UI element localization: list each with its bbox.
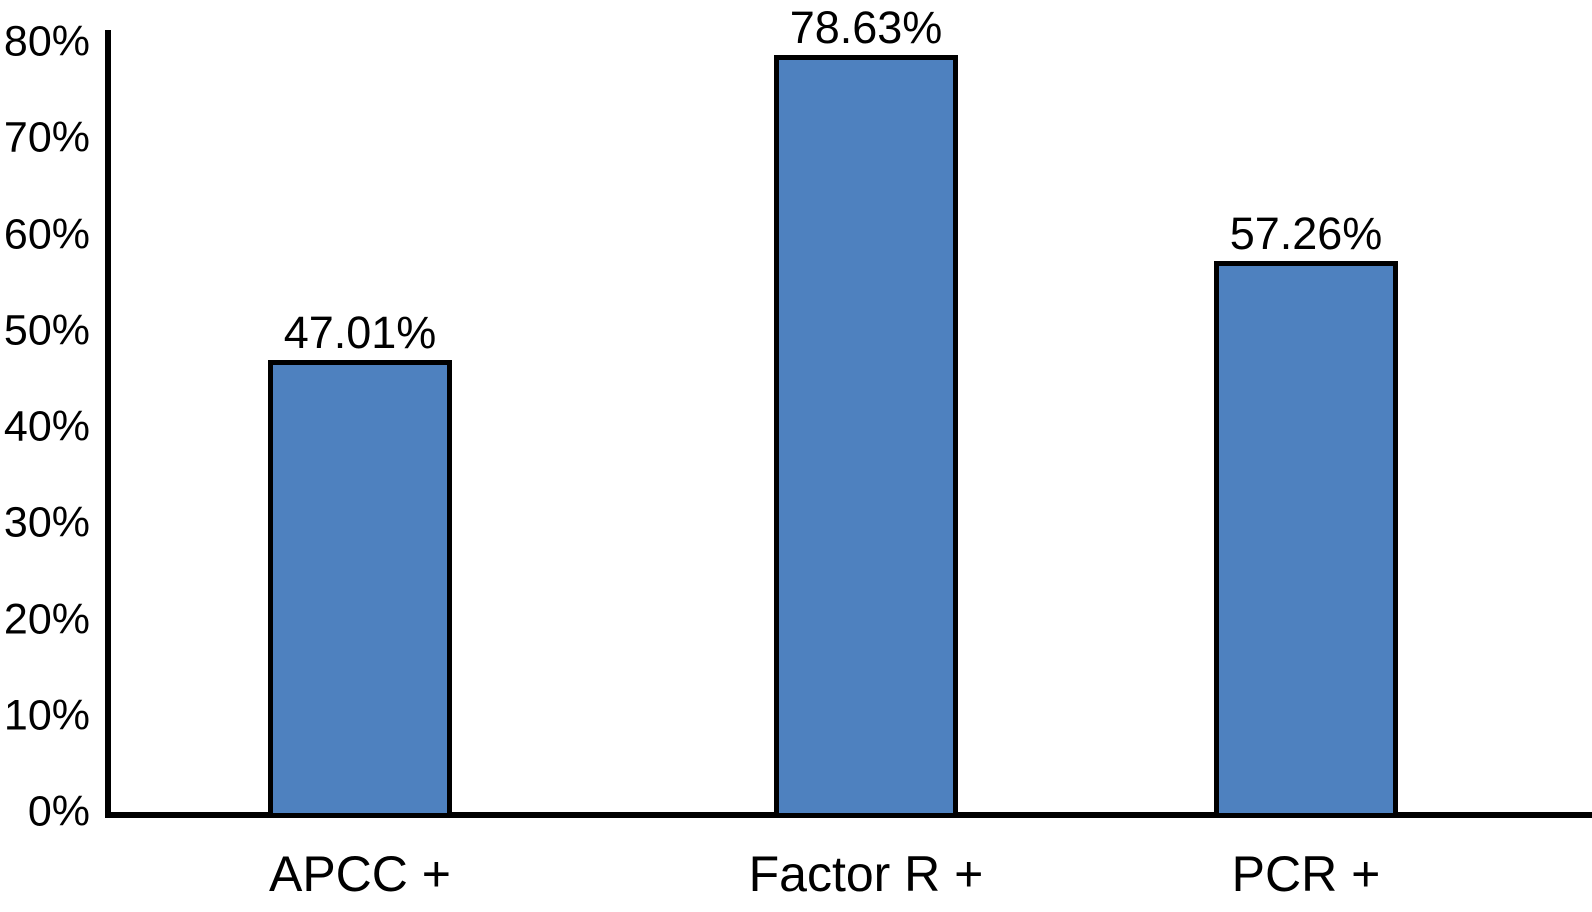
x-axis-category-label-apcc-plus: APCC + [268, 846, 451, 902]
bar-apcc-plus [268, 359, 452, 818]
y-axis-tick-label-10: 10% [3, 691, 90, 740]
y-axis-tick-label-80: 80% [3, 17, 90, 66]
y-axis-tick-label-40: 40% [3, 402, 90, 451]
y-axis-tick-label-50: 50% [3, 306, 90, 355]
bar-pcr-plus [1214, 260, 1398, 818]
y-axis-line [105, 30, 111, 818]
bar-value-label-pcr-plus: 57.26% [1229, 207, 1383, 259]
bar-value-label-factor-r-plus: 78.63% [789, 2, 943, 54]
bar-factor-r-plus [774, 55, 958, 818]
y-axis-tick-label-0: 0% [27, 787, 90, 836]
x-axis-category-label-factor-r-plus: Factor R + [748, 846, 984, 902]
bar-value-label-apcc-plus: 47.01% [283, 306, 437, 358]
y-axis-tick-label-60: 60% [3, 210, 90, 258]
y-axis-tick-label-30: 30% [3, 498, 90, 547]
y-axis-tick-label-20: 20% [3, 595, 90, 643]
y-axis-tick-label-70: 70% [3, 113, 90, 162]
x-axis-category-label-pcr-plus: PCR + [1231, 846, 1381, 902]
